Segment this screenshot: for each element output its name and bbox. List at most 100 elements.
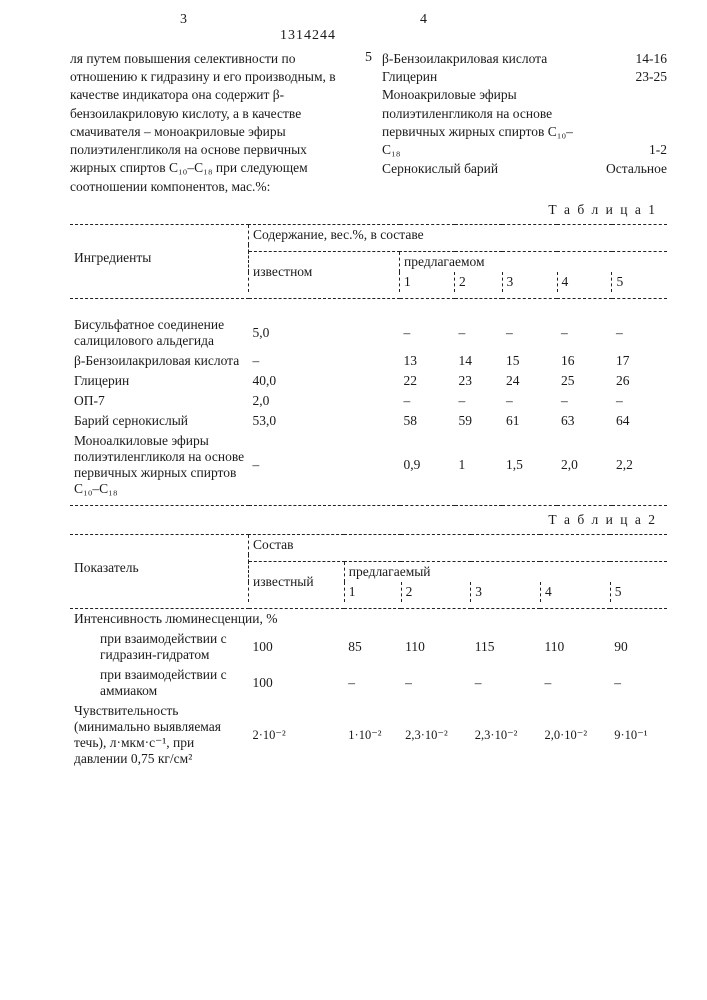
cell: 100 <box>249 665 345 701</box>
cell: 59 <box>455 411 503 431</box>
list-value: 14-16 <box>636 50 668 68</box>
col-known: известном <box>249 251 400 292</box>
cell: – <box>557 391 612 411</box>
cell: 15 <box>502 351 557 371</box>
table-row: Бисульфатное соединение салицилового аль… <box>70 315 667 351</box>
left-paragraph: ля путем повышения селективности по отно… <box>70 51 336 194</box>
cell: 2·10⁻² <box>249 701 345 769</box>
cell: 1,5 <box>502 431 557 499</box>
cell: при взаимодействии с гидразин-гидратом <box>70 629 249 665</box>
cell: Моноалкиловые эфиры полиэтиленгликоля на… <box>70 431 249 499</box>
left-column: ля путем повышения селективности по отно… <box>70 50 365 196</box>
cell: – <box>540 665 610 701</box>
cell: Чувствительность (минимально выявляемая … <box>70 701 249 769</box>
list-item: Глицерин 23-25 <box>382 68 667 86</box>
cell: 2,3·10⁻² <box>471 701 541 769</box>
cell: 0,9 <box>400 431 455 499</box>
cell: 53,0 <box>249 411 400 431</box>
col-known: известный <box>249 561 345 602</box>
table-row: Барий сернокислый 53,0 58 59 61 63 64 <box>70 411 667 431</box>
cell: 2,0 <box>557 431 612 499</box>
table2: Показатель Состав известный предлагаемый… <box>70 528 667 769</box>
col-num: 5 <box>610 582 667 602</box>
cell: 16 <box>557 351 612 371</box>
cell: 23 <box>455 371 503 391</box>
cell: 2,0 <box>249 391 400 411</box>
col-num: 2 <box>401 582 471 602</box>
table-row: Чувствительность (минимально выявляемая … <box>70 701 667 769</box>
cell: 40,0 <box>249 371 400 391</box>
col-content: Состав <box>249 534 668 555</box>
line-marker-5: 5 <box>365 50 372 196</box>
table1-title: Т а б л и ц а 1 <box>70 202 667 218</box>
cell: Бисульфатное соединение салицилового аль… <box>70 315 249 351</box>
cell: 61 <box>502 411 557 431</box>
cell: 14 <box>455 351 503 371</box>
cell: 110 <box>540 629 610 665</box>
cell: 64 <box>612 411 667 431</box>
cell: – <box>400 391 455 411</box>
cell: 26 <box>612 371 667 391</box>
cell: 1·10⁻² <box>344 701 401 769</box>
cell: 63 <box>557 411 612 431</box>
cell: 58 <box>400 411 455 431</box>
col-proposed: предлагаемый <box>344 561 667 582</box>
page: 3 4 1314244 ля путем повышения селективн… <box>0 0 707 1000</box>
cell: – <box>455 315 503 351</box>
cell: Глицерин <box>70 371 249 391</box>
cell: Барий сернокислый <box>70 411 249 431</box>
col-num: 4 <box>557 272 612 292</box>
cell: при взаимодействии с аммиаком <box>70 665 249 701</box>
cell: – <box>612 391 667 411</box>
list-value: 23-25 <box>636 68 668 86</box>
list-item: Моноакриловые эфиры полиэтиленгликоля на… <box>382 86 667 159</box>
col-num: 1 <box>400 272 455 292</box>
cell: 110 <box>401 629 471 665</box>
cell: 17 <box>612 351 667 371</box>
list-label: Глицерин <box>382 68 437 86</box>
composition-list: β-Бензоилакриловая кислота 14-16 Глицери… <box>382 50 667 178</box>
cell: – <box>557 315 612 351</box>
list-label: Моноакриловые эфиры полиэтиленгликоля на… <box>382 86 582 159</box>
table-row: β-Бензоилакриловая кислота – 13 14 15 16… <box>70 351 667 371</box>
cell: – <box>344 665 401 701</box>
cell: 9·10⁻¹ <box>610 701 667 769</box>
col-num: 3 <box>471 582 541 602</box>
cell: – <box>400 315 455 351</box>
cell: – <box>455 391 503 411</box>
table-row: Моноалкиловые эфиры полиэтиленгликоля на… <box>70 431 667 499</box>
list-item: Сернокислый барий Остальное <box>382 160 667 178</box>
document-number: 1314244 <box>280 28 336 44</box>
cell: 24 <box>502 371 557 391</box>
col-ingredients: Ингредиенты <box>70 224 249 292</box>
cell: 85 <box>344 629 401 665</box>
cell: 2,3·10⁻² <box>401 701 471 769</box>
list-label: β-Бензоилакриловая кислота <box>382 50 547 68</box>
cell: – <box>502 315 557 351</box>
table-row: ОП-7 2,0 – – – – – <box>70 391 667 411</box>
group-title-row: Интенсивность люминесценции, % <box>70 608 667 629</box>
table2-title: Т а б л и ц а 2 <box>70 512 667 528</box>
cell: – <box>471 665 541 701</box>
cell: 90 <box>610 629 667 665</box>
col-num: 5 <box>612 272 667 292</box>
cell: 1 <box>455 431 503 499</box>
col-indicator: Показатель <box>70 534 249 602</box>
cell: 13 <box>400 351 455 371</box>
cell: 100 <box>249 629 345 665</box>
list-label: Сернокислый барий <box>382 160 498 178</box>
table-row: при взаимодействии с аммиаком 100 – – – … <box>70 665 667 701</box>
cell: 25 <box>557 371 612 391</box>
col-num: 1 <box>344 582 401 602</box>
cell: β-Бензоилакриловая кислота <box>70 351 249 371</box>
cell: 115 <box>471 629 541 665</box>
cell: – <box>401 665 471 701</box>
cell: – <box>610 665 667 701</box>
col-num: 4 <box>540 582 610 602</box>
page-number-left: 3 <box>180 12 187 28</box>
cell: – <box>502 391 557 411</box>
cell: 2,2 <box>612 431 667 499</box>
cell: 2,0·10⁻² <box>540 701 610 769</box>
group-title: Интенсивность люминесценции, % <box>70 608 667 629</box>
table-row: Глицерин 40,0 22 23 24 25 26 <box>70 371 667 391</box>
